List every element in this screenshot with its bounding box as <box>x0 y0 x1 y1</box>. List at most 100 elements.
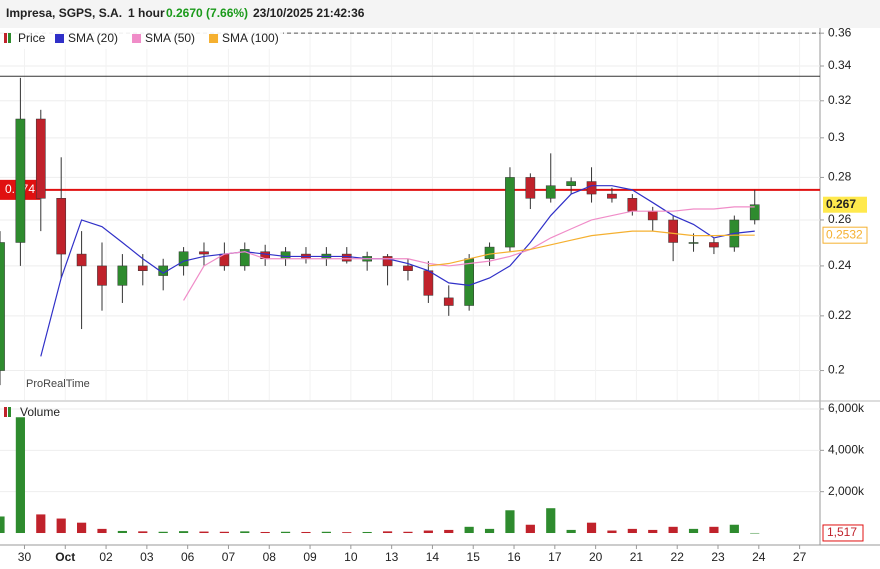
volume-bar <box>0 516 5 534</box>
x-tick-label: 24 <box>752 550 766 564</box>
volume-bar <box>607 530 617 534</box>
volume-bar <box>240 531 250 534</box>
volume-bar <box>627 528 637 534</box>
volume-bar <box>15 417 25 534</box>
volume-bar <box>688 528 699 534</box>
candle-body <box>668 219 678 243</box>
volume-bar <box>138 531 148 534</box>
volume-bar <box>403 531 413 534</box>
candle-body <box>566 181 576 186</box>
legend-swatch <box>4 33 7 43</box>
volume-bar <box>178 531 189 534</box>
candle-body <box>443 297 454 306</box>
y-tick-label: 0.2 <box>828 363 845 377</box>
x-tick-label: 09 <box>303 550 317 564</box>
volume-bar <box>117 530 127 534</box>
y-tick-label: 0.24 <box>828 258 852 272</box>
candle-body <box>505 177 515 248</box>
volume-bar <box>566 529 576 534</box>
candle-body <box>117 265 128 286</box>
x-tick-label: 10 <box>344 550 358 564</box>
x-tick-label: 27 <box>793 550 807 564</box>
legend-swatch <box>8 33 11 43</box>
sma-end-box <box>822 226 868 244</box>
volume-bar <box>301 531 311 534</box>
candle-body <box>199 251 209 255</box>
volume-bar <box>77 522 87 534</box>
y-tick-label: 0.34 <box>828 58 852 72</box>
volume-bar <box>668 526 678 534</box>
volume-bar <box>342 532 352 534</box>
legend-label[interactable]: SMA (50) <box>145 31 195 45</box>
volume-bar <box>382 531 393 534</box>
volume-bar <box>56 518 66 534</box>
x-tick-label: Oct <box>55 550 75 564</box>
candle-body <box>607 193 617 199</box>
candle-body <box>280 251 291 260</box>
x-tick-label: 06 <box>181 550 195 564</box>
sma-end-label: 0.2532 <box>826 227 863 241</box>
watermark: ProRealTime <box>26 378 90 390</box>
candle-body <box>76 253 87 267</box>
candle-body <box>56 198 67 255</box>
volume-bar <box>729 524 739 534</box>
legend-swatch <box>209 34 219 43</box>
y-tick-label: 0.28 <box>828 170 852 184</box>
legend-swatch <box>55 34 64 43</box>
volume-bar <box>709 526 719 534</box>
volume-bar <box>97 528 107 534</box>
volume-bar <box>586 522 597 534</box>
candle-body <box>647 210 658 221</box>
x-tick-label: 23 <box>711 550 725 564</box>
candle-body <box>525 177 536 199</box>
volume-bar <box>280 531 291 534</box>
last-price: 0.2670 (7.66%) <box>166 6 248 20</box>
last-price-box <box>823 196 867 213</box>
legend-swatch <box>8 407 11 417</box>
interval[interactable]: 1 hour <box>128 6 165 20</box>
x-tick-label: 22 <box>671 550 685 564</box>
datetime: 23/10/2025 21:42:36 <box>253 6 365 20</box>
legend-label[interactable]: Price <box>18 31 46 45</box>
volume-bar <box>260 531 270 534</box>
candle-body <box>341 253 352 262</box>
volume-bar <box>546 508 556 534</box>
x-tick-label: 14 <box>426 550 440 564</box>
x-tick-label: 16 <box>507 550 521 564</box>
legend-label[interactable]: Volume <box>20 405 60 419</box>
volume-bar <box>750 532 760 534</box>
sma-line <box>40 185 755 357</box>
legend-label[interactable]: SMA (20) <box>68 31 118 45</box>
candle-body <box>749 204 760 221</box>
candle-body <box>35 118 46 199</box>
x-tick-label: 08 <box>263 550 277 564</box>
candle-body <box>423 270 434 296</box>
volume-bar <box>199 531 209 534</box>
x-tick-label: 30 <box>18 550 32 564</box>
volume-last-label: 1,517 <box>827 525 857 539</box>
x-tick-label: 07 <box>222 550 236 564</box>
y-tick-label: 0.26 <box>828 212 852 226</box>
y-tick-label: 6,000k <box>828 401 865 415</box>
volume-bar <box>362 531 372 534</box>
volume-bar <box>444 529 454 534</box>
x-tick-label: 21 <box>630 550 644 564</box>
legend-swatch <box>132 34 142 43</box>
candle-body <box>586 181 597 195</box>
x-tick-label: 15 <box>467 550 481 564</box>
x-tick-label: 17 <box>548 550 562 564</box>
header-bar <box>0 0 880 28</box>
candle-body <box>545 185 556 199</box>
sma-line <box>183 206 755 301</box>
y-tick-label: 2,000k <box>828 484 865 498</box>
legend-label[interactable]: SMA (100) <box>222 31 279 45</box>
candle-body <box>688 242 699 244</box>
x-tick-label: 20 <box>589 550 603 564</box>
y-tick-label: 0.32 <box>828 93 852 107</box>
volume-bar <box>484 528 495 534</box>
candle-body <box>403 265 413 271</box>
volume-bar <box>219 531 229 534</box>
volume-bar <box>36 514 46 534</box>
